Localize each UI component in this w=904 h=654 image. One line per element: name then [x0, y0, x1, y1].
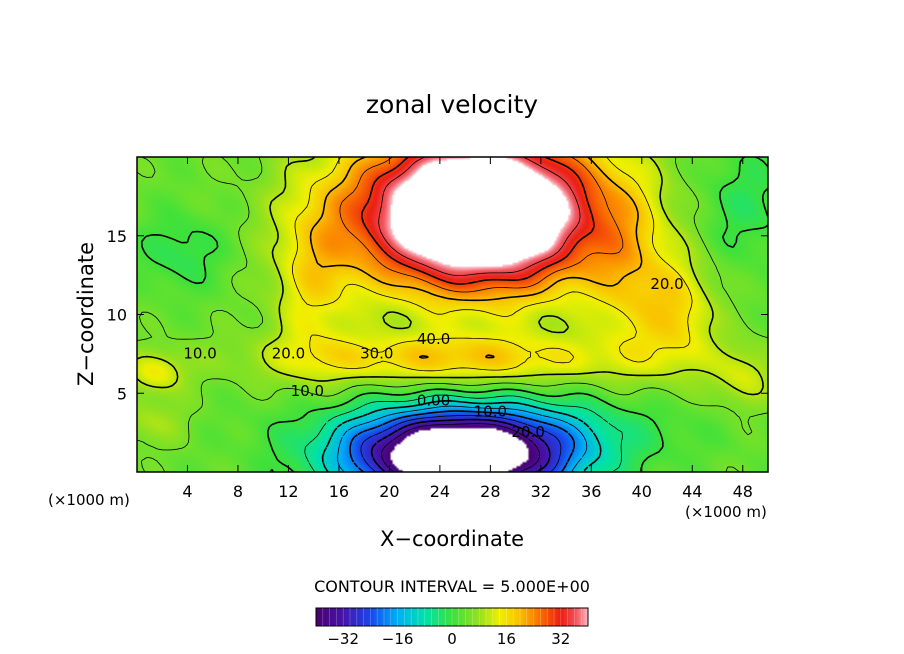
contour-interval-text: CONTOUR INTERVAL = 5.000E+00	[314, 577, 590, 596]
contour-line-pos10	[137, 157, 764, 396]
chart-title: zonal velocity	[366, 90, 538, 119]
contour-line-pos30	[360, 157, 595, 285]
y-tick-label: 15	[107, 227, 127, 246]
y-axis-label: Z−coordinate	[74, 242, 98, 386]
x-tick-label: 48	[733, 482, 753, 501]
contour-line-pos0	[140, 157, 768, 472]
y-axis-ticks: 5 10 15	[107, 227, 768, 403]
contour-label: 20.0	[512, 423, 545, 441]
x-tick-label: 12	[278, 482, 298, 501]
contour-line-pos20	[309, 157, 643, 359]
colorbar-tick-label: 16	[497, 630, 516, 648]
contour-line-pos15	[292, 157, 693, 372]
contour-label: 10.0	[183, 344, 216, 362]
contour-labels: 10.0 20.0 30.0 40.0 20.0 10.0 0.00 10.0 20.0	[183, 275, 683, 441]
x-axis-ticks: 4 8 12 16 20 24 28 32 36 40 44 48	[182, 157, 753, 501]
x-tick-label: 20	[379, 482, 399, 501]
x-tick-label: 4	[182, 482, 192, 501]
x-tick-label: 40	[632, 482, 652, 501]
contour-label: 10.0	[291, 382, 324, 400]
plot-area	[137, 157, 768, 472]
colorbar-tick-label: 32	[551, 630, 570, 648]
x-axis-label: X−coordinate	[380, 527, 524, 551]
x-tick-label: 24	[430, 482, 450, 501]
y-tick-label: 5	[117, 384, 127, 403]
x-unit-label-left: (×1000 m)	[48, 491, 130, 509]
colorbar-tick-label: 0	[447, 630, 457, 648]
x-tick-label: 32	[531, 482, 551, 501]
colorbar-tick-label: −32	[327, 630, 359, 648]
colorbar-ticks: −32 −16 0 16 32	[322, 608, 582, 648]
contour-label: 20.0	[650, 275, 683, 293]
contour-line-pos5	[137, 157, 768, 472]
contour-label: 10.0	[474, 403, 507, 421]
contour-label: 20.0	[272, 344, 305, 362]
x-tick-label: 36	[581, 482, 601, 501]
contour-label: 0.00	[417, 392, 450, 410]
x-tick-label: 8	[233, 482, 243, 501]
contour-line-neg5	[304, 394, 623, 472]
x-unit-label-right: (×1000 m)	[685, 503, 767, 521]
x-tick-label: 44	[682, 482, 702, 501]
contour-label: 40.0	[417, 330, 450, 348]
contour-line-neg20	[349, 410, 575, 472]
colorbar	[315, 607, 589, 627]
contour-line-pos25	[339, 157, 624, 293]
contour-line-pos35	[378, 157, 581, 276]
contour-line-neg35	[381, 423, 540, 472]
contour-line-neg15	[337, 405, 588, 472]
x-tick-label: 28	[480, 482, 500, 501]
contour-line-neg30	[370, 418, 551, 472]
contour-line-neg10	[321, 400, 602, 472]
y-tick-label: 10	[107, 306, 127, 325]
contour-lines	[137, 157, 768, 472]
x-tick-label: 16	[329, 482, 349, 501]
contour-label: 30.0	[360, 344, 393, 362]
contour-line-neg25	[360, 415, 562, 472]
colorbar-tick-label: −16	[382, 630, 414, 648]
